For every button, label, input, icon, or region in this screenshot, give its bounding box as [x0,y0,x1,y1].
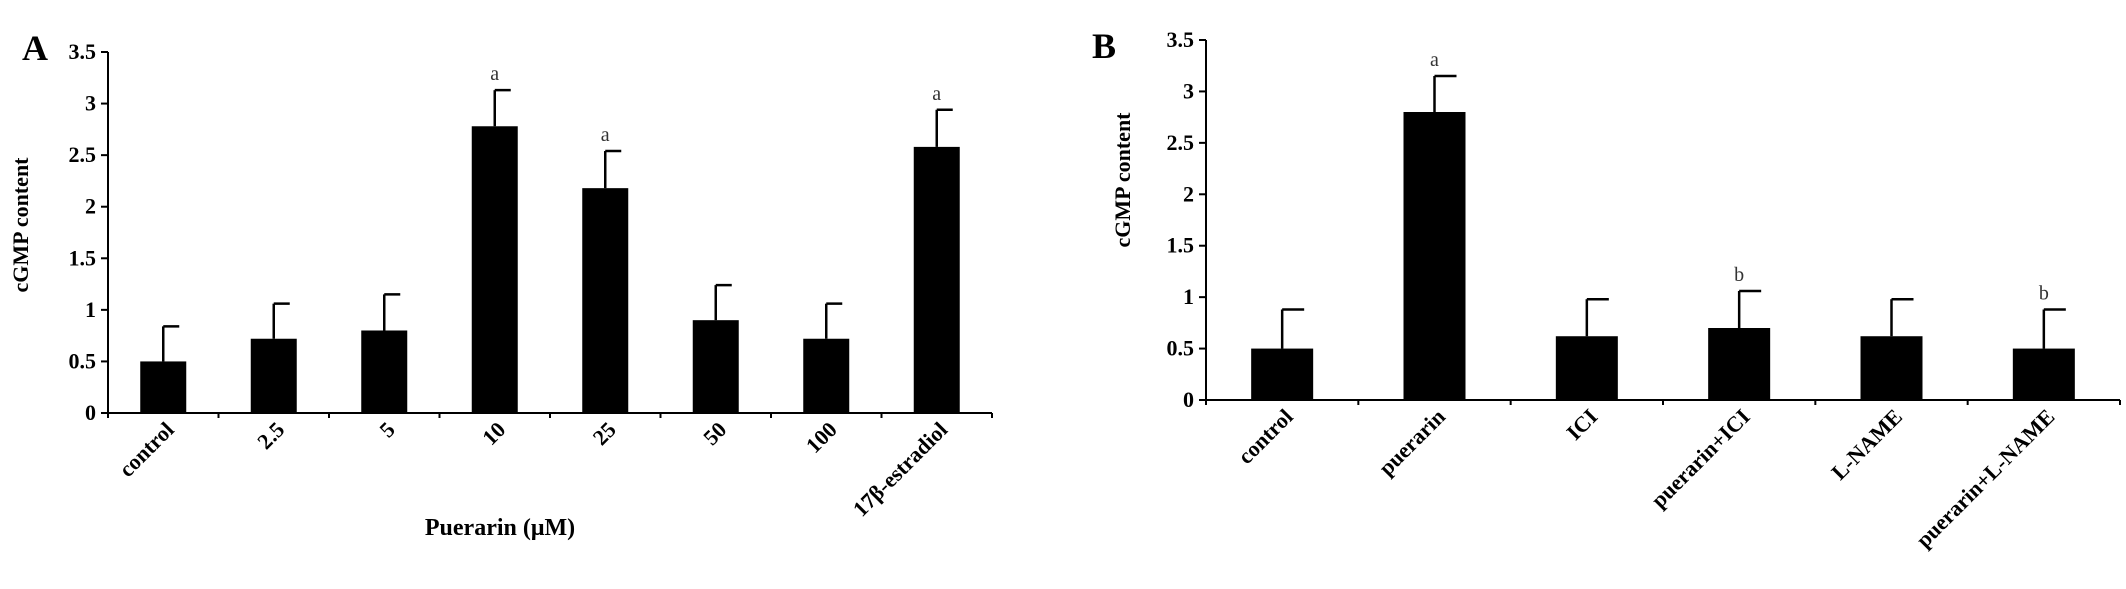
panel-a-chart: A cGMP content Puerarin (μM) 0 0.5 1 1.5 2 2.… [8,28,993,541]
y-tick-label: 3.5 [1167,27,1195,52]
category-label: 50 [698,417,731,450]
bar [692,320,739,413]
bar [582,188,629,413]
panel-b-bars: a b b [1251,49,2075,400]
category-label: puerarin+ICI [1646,404,1755,513]
panel-a-label: A [22,28,48,68]
category-label: control [114,417,179,482]
significance-label: a [1430,49,1439,71]
bar [1860,336,1923,400]
category-label: puerarin+L-NAME [1911,404,2059,552]
bar [1555,336,1618,400]
panel-b-category-labels: control puerarin ICI puerarin+ICI L-NAME puer… [1233,404,2060,552]
category-label: control [1233,404,1298,469]
y-tick-label: 2 [1183,181,1194,206]
bar [913,146,960,414]
bar [1708,328,1771,400]
y-tick-label: 1 [85,297,96,322]
y-tick-label: 3 [1183,78,1194,103]
panel-b-y-axis-label: cGMP content [1110,112,1135,248]
panel-a-bars: a a a [140,63,960,414]
significance-label: b [1734,264,1744,286]
y-tick-label: 2.5 [69,142,97,167]
y-tick-label: 3 [85,91,96,116]
panel-b-chart: B cGMP content 0 0.5 1 1.5 2 2.5 3 3.5 a b b cont… [1092,26,2121,552]
bar [140,361,187,413]
panel-b-axes [1205,40,2121,405]
panel-a-y-ticks: 0 0.5 1 1.5 2 2.5 3 3.5 [69,39,108,425]
category-label: 5 [374,417,399,442]
panel-a-y-axis-label: cGMP content [8,157,33,293]
y-tick-label: 3.5 [69,39,97,64]
panel-b-label: B [1092,26,1116,66]
panel-a-category-labels: control 2.5 5 10 25 50 100 17β-estradiol [114,417,952,522]
bar [1403,112,1466,400]
category-label: 2.5 [252,417,289,454]
y-tick-label: 0.5 [1167,336,1195,361]
category-label: 100 [801,417,842,458]
y-tick-label: 1.5 [69,245,97,270]
bar [471,126,518,414]
panel-a-x-axis-label: Puerarin (μM) [425,515,575,541]
category-label: L-NAME [1826,404,1907,485]
bar [250,338,297,413]
bar [361,330,408,413]
category-label: puerarin [1374,404,1450,480]
panel-a-axes [107,52,993,418]
y-tick-label: 2.5 [1167,130,1195,155]
significance-label: a [601,124,610,146]
significance-label: b [2039,282,2049,304]
category-label: ICI [1561,404,1602,445]
category-label: 10 [477,417,510,450]
y-tick-label: 0 [1183,387,1194,412]
significance-label: a [490,63,499,85]
bar [1251,348,1314,400]
y-tick-label: 0.5 [69,348,97,373]
panel-b-y-ticks: 0 0.5 1 1.5 2 2.5 3 3.5 [1167,27,1206,412]
y-tick-label: 1 [1183,284,1194,309]
bar [803,338,850,413]
significance-label: a [932,83,941,105]
y-tick-label: 0 [85,400,96,425]
bar [2012,348,2075,400]
y-tick-label: 1.5 [1167,233,1195,258]
y-tick-label: 2 [85,194,96,219]
category-label: 25 [588,417,621,450]
category-label: 17β-estradiol [848,417,953,522]
